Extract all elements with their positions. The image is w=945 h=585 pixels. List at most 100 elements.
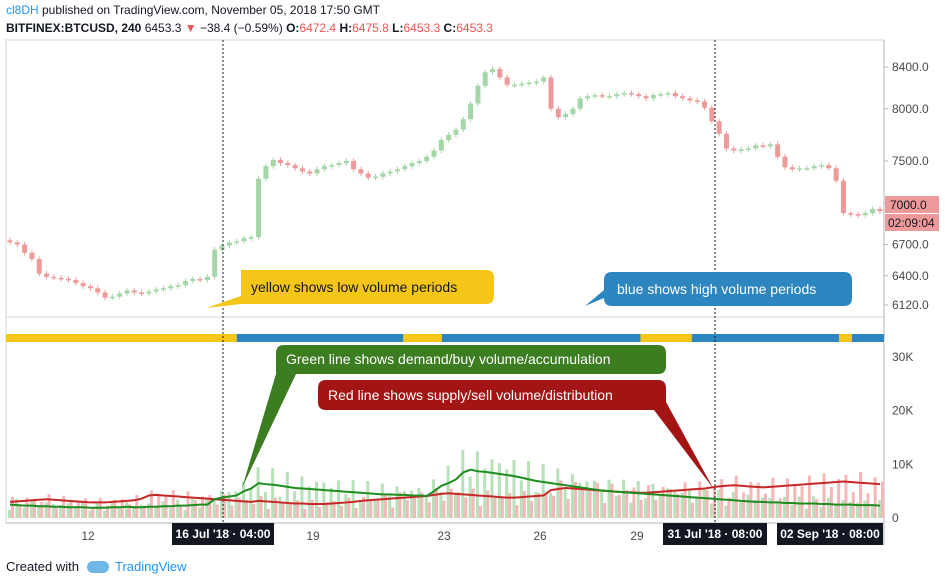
sell-volume-bar <box>318 506 322 518</box>
sell-volume-bar <box>610 483 614 518</box>
sell-volume-bar <box>530 500 534 518</box>
sell-volume-bar <box>281 503 285 518</box>
buy-volume-bar <box>410 490 414 518</box>
buy-volume-bar <box>432 479 436 518</box>
sell-volume-bar <box>347 497 351 518</box>
candle-body <box>745 148 751 150</box>
time-tick-label: 12 <box>81 529 95 543</box>
buy-volume-bar <box>600 489 604 518</box>
candle-body <box>80 283 86 287</box>
buy-volume-bar <box>790 504 794 518</box>
buy-volume-bar <box>804 508 808 518</box>
candle-body <box>511 84 517 87</box>
buy-volume-bar <box>834 504 838 518</box>
buy-volume-line <box>9 468 881 509</box>
candle-body <box>44 273 50 277</box>
regime-segment <box>839 334 852 342</box>
sell-volume-bar <box>552 495 556 518</box>
candle-body <box>716 121 722 134</box>
sell-volume-bar <box>837 479 841 518</box>
buy-volume-bar <box>271 468 275 518</box>
candle-body <box>394 169 400 172</box>
sell-volume-bar <box>676 494 680 518</box>
candle-body <box>497 69 503 78</box>
sell-volume-bar <box>230 505 234 518</box>
buy-volume-bar <box>322 482 326 518</box>
buy-volume-bar <box>468 476 472 518</box>
candle-body <box>789 167 795 170</box>
candle-body <box>702 101 708 108</box>
price-tick-label: 8000.0 <box>892 102 929 116</box>
candle-body <box>840 180 846 214</box>
candle-body <box>628 93 634 95</box>
buy-volume-bar <box>812 496 816 518</box>
candle-body <box>599 95 605 97</box>
buy-volume-bar <box>395 486 399 518</box>
regime-segment <box>441 334 641 342</box>
sell-volume-bar <box>193 500 197 518</box>
buy-volume-bar <box>176 499 180 518</box>
buy-volume-bar <box>81 502 85 518</box>
candle-body <box>621 93 627 95</box>
candle-body <box>541 77 547 82</box>
volume-tick-label: 0 <box>892 511 899 525</box>
buy-volume-bar <box>592 480 596 518</box>
sell-volume-bar <box>325 502 329 518</box>
candle-body <box>424 156 430 161</box>
sell-volume-bar <box>252 503 256 518</box>
sell-volume-bar <box>449 488 453 518</box>
sell-volume-bar <box>127 504 131 518</box>
sell-volume-bar <box>471 488 475 518</box>
candle-body <box>270 159 276 167</box>
sell-volume-bar <box>698 481 702 518</box>
author-link[interactable]: cl8DH <box>6 3 39 17</box>
buy-volume-bar <box>103 510 107 518</box>
sell-volume-bar <box>464 497 468 518</box>
volume-tick-label: 30K <box>892 350 913 364</box>
tradingview-link[interactable]: TradingView <box>114 559 187 574</box>
candle-body <box>182 280 188 286</box>
countdown-badge <box>885 214 939 231</box>
publish-info: published on TradingView.com, November 0… <box>38 3 380 17</box>
candle-body <box>606 96 612 98</box>
candle-body <box>117 293 123 297</box>
candle-body <box>504 77 510 85</box>
sell-volume-bar <box>266 508 270 518</box>
candle-body <box>73 279 79 284</box>
buy-volume-bar <box>673 491 677 518</box>
buy-volume-bar <box>505 469 509 518</box>
sell-volume-bar <box>778 498 782 518</box>
sell-volume-bar <box>376 500 380 518</box>
volume-tick-label: 20K <box>892 404 913 418</box>
sell-volume-bar <box>244 500 248 518</box>
countdown-label: 02:09:04 <box>888 216 935 230</box>
sell-volume-bar <box>18 506 22 518</box>
sell-volume-bar <box>223 494 227 518</box>
sell-volume-line <box>9 480 881 506</box>
sell-volume-bar <box>420 492 424 518</box>
sell-volume-bar <box>442 500 446 518</box>
candle-body <box>453 129 459 135</box>
sell-volume-bar <box>427 502 431 518</box>
sell-volume-bar <box>435 488 439 518</box>
candle-body <box>409 163 415 167</box>
close-label: C: <box>443 21 457 35</box>
sell-volume-bar <box>215 504 219 518</box>
candle-body <box>680 96 686 99</box>
candle-body <box>723 133 729 149</box>
sell-volume-bar <box>647 485 651 518</box>
sell-volume-bar <box>712 486 716 518</box>
buy-volume-bar <box>22 507 26 518</box>
candle-body <box>380 173 386 177</box>
candle-body <box>855 214 861 216</box>
candle-body <box>636 94 642 97</box>
candle-body <box>402 166 408 170</box>
symbol-label[interactable]: BITFINEX:BTCUSD, 240 <box>6 21 142 35</box>
buy-volume-bar <box>497 463 501 518</box>
candle-body <box>468 103 474 120</box>
buy-volume-bar <box>117 508 121 518</box>
time-marker-1-label: 16 Jul '18 · 04:00 <box>176 527 271 541</box>
candle-body <box>343 160 349 164</box>
candle-body <box>767 144 773 147</box>
